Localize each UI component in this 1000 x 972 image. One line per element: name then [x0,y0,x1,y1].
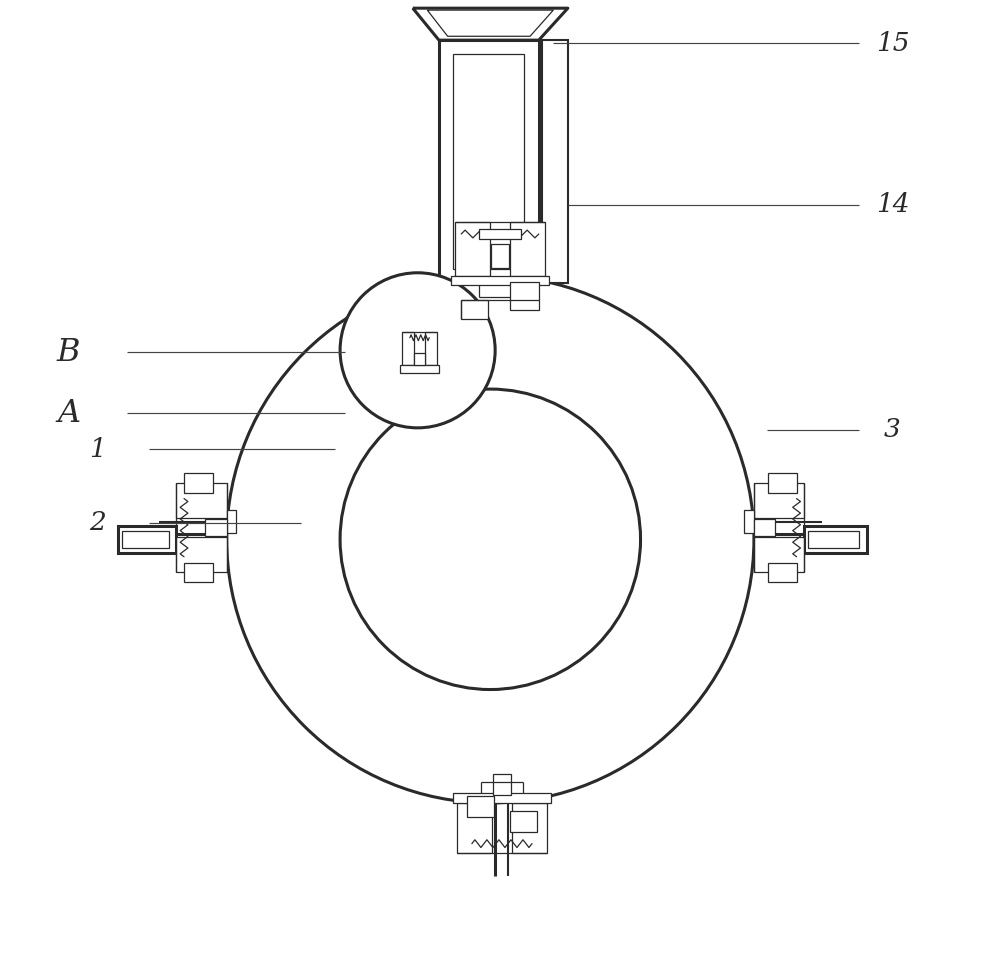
Circle shape [340,389,641,689]
Bar [754,483,804,518]
Bar [176,538,227,573]
Bar [491,244,509,268]
Bar [467,796,494,817]
Bar [205,519,227,537]
Bar [227,510,236,534]
Bar [184,473,213,493]
Bar [510,283,539,310]
Bar [808,531,859,548]
Bar [768,563,797,582]
Text: 3: 3 [884,417,901,442]
Bar [451,276,549,286]
Bar [461,300,488,319]
Text: B: B [57,336,80,367]
Bar [122,531,169,548]
Circle shape [340,273,495,428]
Bar [414,353,425,364]
Bar [176,483,227,518]
Bar [542,40,568,284]
Bar [754,538,804,573]
Bar [402,331,414,364]
Bar [493,774,511,795]
Bar [425,331,437,364]
Bar [479,229,521,239]
Text: 1: 1 [89,436,106,462]
Bar [184,563,213,582]
Bar [453,793,551,803]
Text: A: A [57,398,80,429]
Bar [510,811,537,832]
Bar [744,510,754,534]
Bar [510,223,545,276]
Text: 14: 14 [876,192,909,218]
Bar [400,364,439,372]
Bar [439,40,539,284]
Bar [768,473,797,493]
Bar [453,53,524,269]
Bar [804,526,867,553]
Bar [455,223,490,276]
Bar [512,803,547,853]
Circle shape [227,276,754,803]
Text: 15: 15 [876,30,909,55]
Text: 2: 2 [89,510,106,536]
Bar [457,803,492,853]
Bar [754,519,775,537]
Bar [118,526,176,553]
